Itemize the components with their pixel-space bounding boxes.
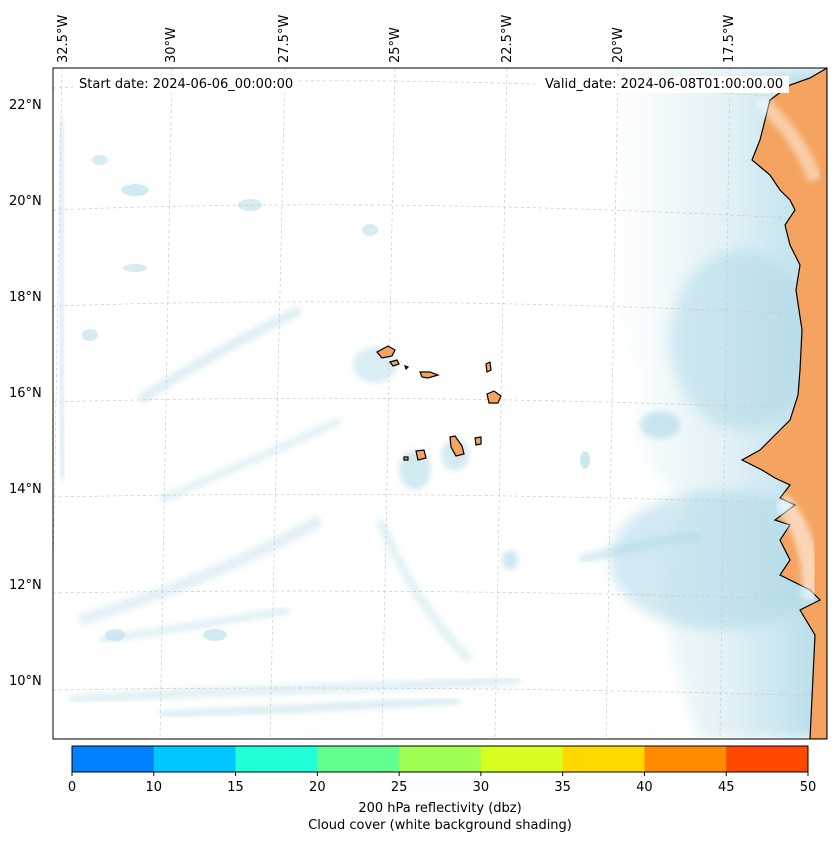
colorbar-tick-label: 40: [636, 780, 653, 795]
cloud-cover-layer: [55, 68, 827, 739]
valid-date-label: Valid_date: 2024-06-08T01:00:00.00: [539, 76, 790, 93]
lon-label: 20°W: [611, 27, 626, 63]
cloud-patch: [399, 450, 431, 490]
cloud-patch: [121, 184, 149, 196]
lon-label: 27.5°W: [277, 14, 292, 63]
cloud-streak: [578, 530, 701, 565]
cloud-streak: [375, 518, 474, 664]
colorbar-frame: [71, 745, 809, 773]
colorbar-tick-label: 0: [67, 780, 77, 795]
colorbar-segment: [644, 746, 727, 772]
cloud-patch: [362, 224, 378, 236]
lon-label: 32.5°W: [56, 14, 71, 63]
map-frame: [52, 67, 828, 740]
cloud-patch: [670, 250, 810, 430]
cloud-patch: [640, 411, 680, 439]
cloud-patch: [238, 199, 262, 211]
cloud-patch: [82, 329, 98, 341]
colorbar-tick-label: 10: [145, 780, 163, 795]
lon-label: 22.5°W: [500, 14, 515, 63]
island-brava: [403, 456, 409, 461]
cloud-patch: [610, 490, 827, 630]
lat-label: 16°N: [9, 386, 42, 401]
cape-verde-islands: [376, 345, 502, 461]
colorbar-segment: [562, 746, 645, 772]
colorbar-segment: [317, 746, 400, 772]
island-sal: [485, 361, 492, 373]
colorbar-label-cloud-cover: Cloud cover (white background shading): [308, 818, 572, 833]
colorbar-segment: [726, 746, 809, 772]
colorbar-segment: [480, 746, 564, 772]
colorbar: [71, 745, 809, 773]
colorbar-tick-label: 20: [309, 780, 326, 795]
colorbar-segment: [235, 746, 318, 772]
cloud-streak: [69, 675, 521, 705]
colorbar-tick-label: 45: [717, 780, 735, 795]
cloud-patch: [105, 629, 125, 641]
lat-label: 12°N: [9, 578, 42, 593]
colorbar-segment: [72, 746, 155, 772]
colorbar-tick-label: 35: [554, 780, 571, 795]
lat-label: 18°N: [9, 290, 42, 305]
cloud-streak: [158, 416, 342, 504]
start-date-label: Start date: 2024-06-06_00:00:00: [73, 76, 300, 93]
cloud-streak: [137, 305, 303, 405]
colorbar-segment: [399, 746, 482, 772]
island-fogo: [415, 449, 427, 461]
lon-label: 30°W: [164, 27, 179, 63]
cloud-patch: [123, 264, 147, 272]
island-santa-luzia: [404, 365, 410, 371]
island-maio: [474, 436, 482, 446]
island-sao-vicente: [388, 359, 400, 367]
colorbar-ticks: [71, 772, 809, 776]
africa-cloud-overlay: [773, 493, 820, 602]
colorbar-segment: [153, 746, 237, 772]
cloud-streak: [78, 514, 323, 626]
island-santiago: [449, 435, 465, 457]
cloud-patch: [502, 550, 518, 570]
island-boa-vista: [486, 390, 502, 404]
lat-label: 22°N: [9, 98, 42, 113]
cloud-patch: [203, 629, 227, 641]
africa-cloud-overlay: [755, 95, 822, 183]
island-santo-antao: [376, 345, 396, 359]
colorbar-tick-label: 30: [472, 780, 490, 795]
lat-label: 20°N: [9, 194, 42, 209]
cloud-streak: [159, 696, 461, 719]
map-gridlines: [53, 68, 827, 739]
lon-label: 25°W: [388, 27, 403, 63]
colorbar-tick-label: 25: [390, 780, 408, 795]
lat-label: 10°N: [9, 674, 42, 689]
lat-label: 14°N: [9, 482, 42, 497]
lon-label: 17.5°W: [722, 14, 737, 63]
colorbar-tick-label: 50: [799, 780, 817, 795]
cloud-patch: [92, 155, 108, 165]
island-sao-nicolau: [419, 371, 440, 379]
cloud-patch: [580, 451, 590, 469]
colorbar-tick-label: 15: [227, 780, 244, 795]
cloud-streak: [55, 119, 69, 481]
colorbar-label-reflectivity: 200 hPa reflectivity (dbz): [358, 801, 522, 816]
